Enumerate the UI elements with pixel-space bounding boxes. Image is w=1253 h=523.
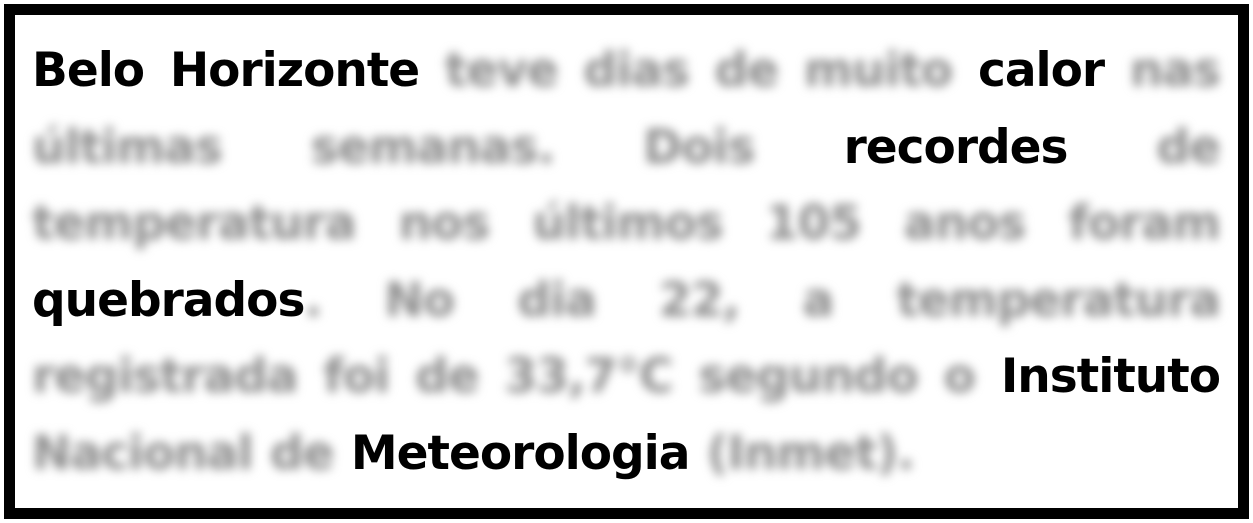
blurred-text-2: nas últimas semanas. Dois (32, 43, 1221, 175)
blurred-text-4: . No dia 22, a temperatura registrada fo… (32, 272, 1221, 405)
keyword-meteorologia: Meteorologia (350, 425, 691, 481)
keyword-belo-horizonte: Belo Horizonte (32, 43, 420, 98)
text-card: Belo Horizonte teve dias de muito calor … (4, 4, 1249, 519)
keyword-calor: calor (977, 43, 1105, 98)
keyword-recordes: recordes (843, 119, 1069, 175)
blurred-text-5: Nacional de (32, 425, 334, 481)
keyword-quebrados: quebrados (32, 272, 305, 328)
keyword-instituto: Instituto (1000, 349, 1221, 404)
news-paragraph: Belo Horizonte teve dias de muito calor … (32, 33, 1221, 492)
blurred-text-1: teve dias de muito (444, 43, 953, 98)
blurred-text-3: de temperatura nos últimos 105 anos fora… (32, 119, 1221, 252)
blurred-text-6: (Inmet). (706, 425, 915, 481)
